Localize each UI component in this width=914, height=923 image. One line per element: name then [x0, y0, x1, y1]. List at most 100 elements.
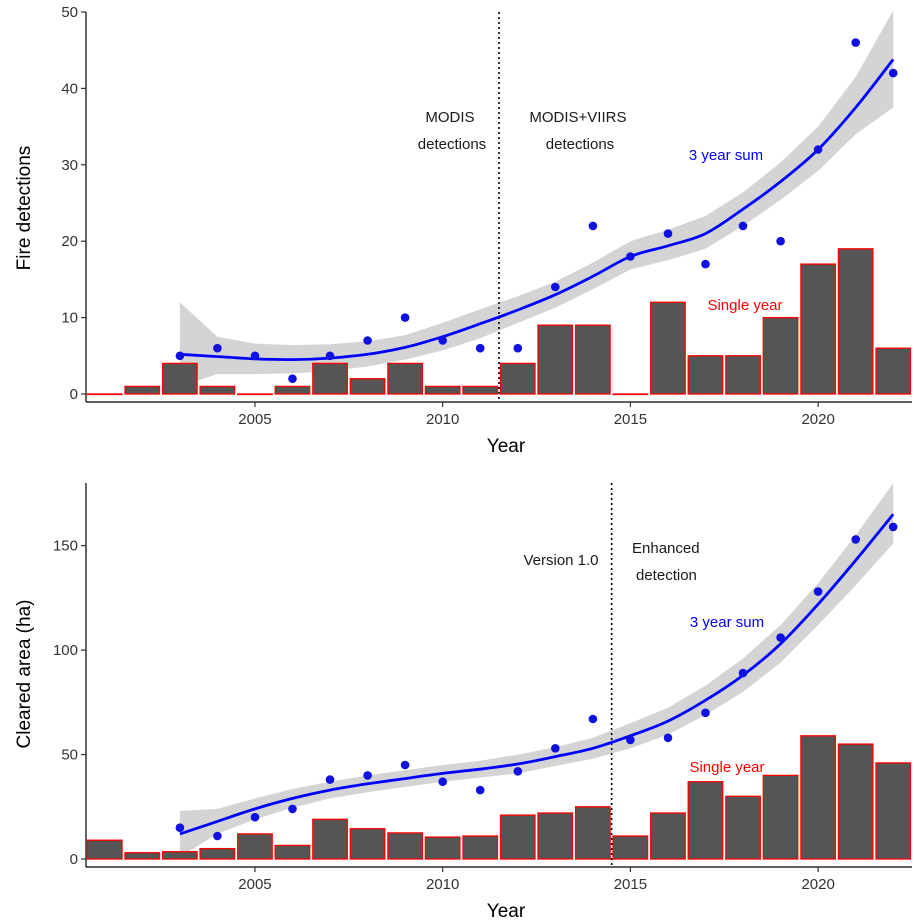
- bar-2021: [837, 743, 874, 860]
- point-2020: [813, 145, 823, 154]
- bar-2010: [424, 836, 461, 860]
- point-2012: [513, 767, 523, 776]
- point-2014: [588, 221, 598, 231]
- single-year-bars: [86, 248, 912, 396]
- bar-2002: [124, 852, 161, 860]
- annotation-before-line-1: MODIS: [425, 109, 474, 126]
- bar-2010: [424, 385, 461, 395]
- point-2004: [213, 343, 222, 353]
- x-tick-label: 2010: [426, 876, 459, 893]
- annotation-before-line-2: detections: [418, 136, 486, 153]
- annotation-before-line: MODIS detections: [418, 109, 486, 153]
- point-2012: [513, 343, 523, 353]
- bar-2011: [462, 835, 499, 860]
- bar-2015: [612, 393, 649, 396]
- x-tick-label: 2020: [801, 876, 834, 893]
- bar-2003: [161, 362, 198, 395]
- annotation-after-line-2: detection: [636, 567, 697, 584]
- point-2013: [551, 744, 560, 753]
- y-tick-label: 50: [61, 747, 78, 764]
- y-tick-label: 30: [61, 157, 78, 174]
- bar-2016: [650, 812, 686, 860]
- y-tick-label: 10: [61, 310, 78, 327]
- point-2006: [288, 804, 297, 814]
- bar-2014: [574, 324, 611, 395]
- bar-2008: [349, 378, 386, 395]
- bar-2005: [237, 833, 273, 860]
- bar-2021: [837, 248, 874, 395]
- three-year-sum-label: 3 year sum: [689, 147, 763, 164]
- panel-fire-detections: 2005 2010 2015 2020 0 10 20 30 40 50 Year Fire de…: [14, 4, 912, 457]
- point-2019: [776, 236, 785, 246]
- point-2021: [851, 38, 860, 47]
- bar-2004: [199, 847, 236, 860]
- point-2006: [288, 374, 297, 384]
- x-tick-label: 2005: [238, 411, 271, 428]
- bar-2007: [312, 362, 348, 395]
- bar-2009: [387, 362, 424, 395]
- bar-2001: [86, 839, 123, 860]
- three-year-sum-label: 3 year sum: [690, 614, 764, 631]
- bar-2015: [612, 835, 649, 860]
- x-axis-title: Year: [487, 901, 526, 922]
- y-axis-title: Cleared area (ha): [14, 600, 35, 749]
- point-2013: [551, 282, 560, 292]
- point-2018: [738, 668, 748, 678]
- bar-2018: [725, 355, 761, 395]
- x-axis-title: Year: [487, 436, 526, 457]
- bar-2016: [650, 301, 686, 395]
- point-2019: [776, 633, 785, 642]
- annotation-after-line: MODIS+VIIRS detections: [529, 109, 630, 153]
- bar-2022: [875, 762, 912, 860]
- panel-cleared-area: 2005 2010 2015 2020 0 50 100 150 Year Cleared a…: [14, 483, 912, 922]
- point-2005: [250, 812, 260, 822]
- single-year-label: Single year: [689, 759, 764, 776]
- point-2015: [626, 252, 635, 261]
- point-2018: [738, 221, 748, 231]
- point-2015: [626, 735, 635, 745]
- point-2022: [888, 68, 898, 78]
- bar-2018: [725, 795, 761, 860]
- point-2009: [400, 313, 410, 322]
- x-tick-label: 2020: [801, 411, 834, 428]
- bar-2017: [687, 781, 724, 860]
- point-2010: [438, 777, 448, 786]
- bar-2013: [537, 324, 574, 395]
- annotation-after-line-1: Enhanced: [632, 540, 700, 557]
- smooth-trend-line: [179, 513, 895, 836]
- annotation-before-line: Version 1.0: [523, 552, 598, 569]
- point-2017: [701, 708, 710, 718]
- bar-2013: [537, 812, 574, 860]
- bar-2006: [274, 844, 311, 860]
- trend-line: [179, 58, 895, 362]
- y-tick-label: 100: [53, 642, 78, 659]
- single-year-label: Single year: [707, 297, 782, 314]
- bar-2005: [237, 393, 273, 396]
- point-2021: [851, 535, 860, 544]
- point-2008: [363, 771, 372, 780]
- three-year-sum-points: [175, 38, 898, 384]
- point-2011: [475, 785, 485, 795]
- point-2016: [663, 229, 673, 238]
- x-tick-label: 2015: [614, 411, 647, 428]
- bar-2019: [762, 316, 799, 395]
- point-2007: [325, 351, 335, 361]
- point-2009: [400, 760, 410, 770]
- single-year-bars: [86, 735, 912, 860]
- bar-2012: [499, 814, 536, 860]
- x-tick-label: 2005: [238, 876, 271, 893]
- point-2004: [213, 831, 222, 841]
- point-2016: [663, 733, 673, 743]
- point-2022: [888, 522, 898, 532]
- annotation-after-line-1: MODIS+VIIRS: [529, 109, 626, 126]
- bar-2011: [462, 385, 499, 395]
- y-tick-label: 40: [61, 80, 78, 97]
- bar-2019: [762, 774, 799, 860]
- bar-2017: [687, 355, 724, 395]
- bar-2020: [800, 735, 837, 860]
- bar-2008: [349, 828, 386, 860]
- point-2017: [701, 259, 710, 269]
- point-2005: [250, 351, 260, 361]
- bar-2006: [274, 385, 311, 395]
- bar-2020: [800, 263, 837, 395]
